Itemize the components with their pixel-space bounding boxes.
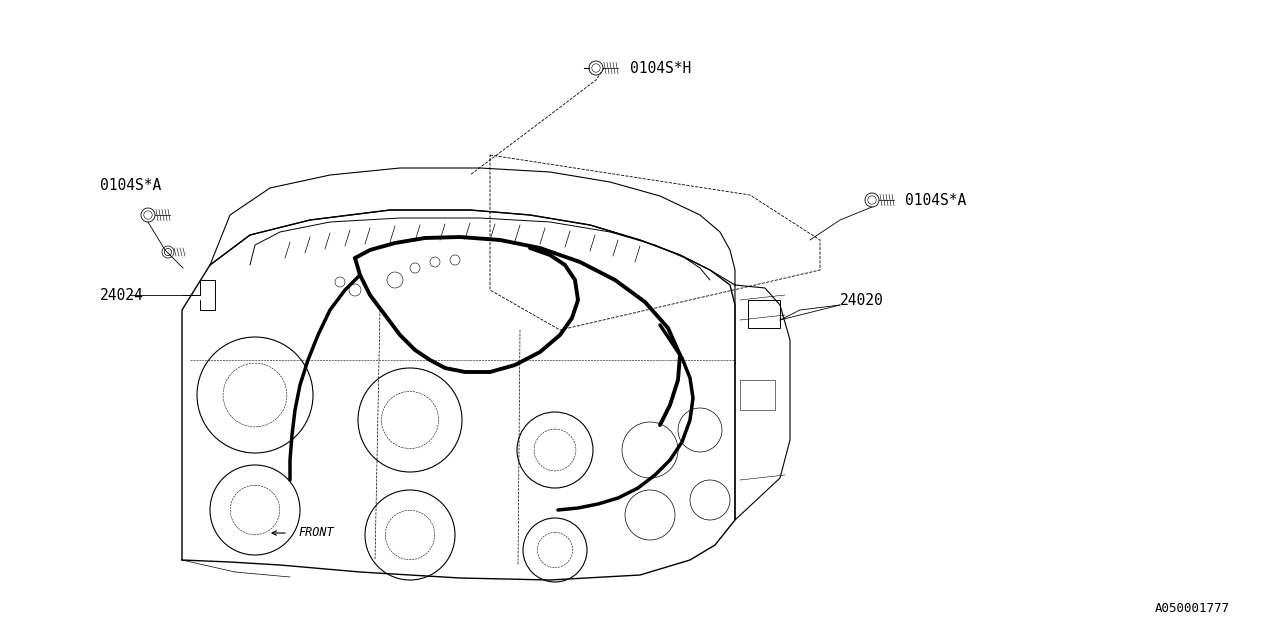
Text: FRONT: FRONT [298, 527, 334, 540]
Bar [748, 300, 780, 328]
Text: A050001777: A050001777 [1155, 602, 1230, 615]
Text: 0104S*A: 0104S*A [100, 177, 161, 193]
Bar [740, 380, 774, 410]
Text: 24024: 24024 [100, 287, 143, 303]
Text: 0104S*A: 0104S*A [905, 193, 966, 207]
Text: 24020: 24020 [840, 292, 883, 307]
Text: 0104S*H: 0104S*H [630, 61, 691, 76]
